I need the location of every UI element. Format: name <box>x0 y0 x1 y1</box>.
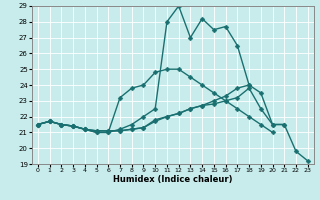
X-axis label: Humidex (Indice chaleur): Humidex (Indice chaleur) <box>113 175 233 184</box>
